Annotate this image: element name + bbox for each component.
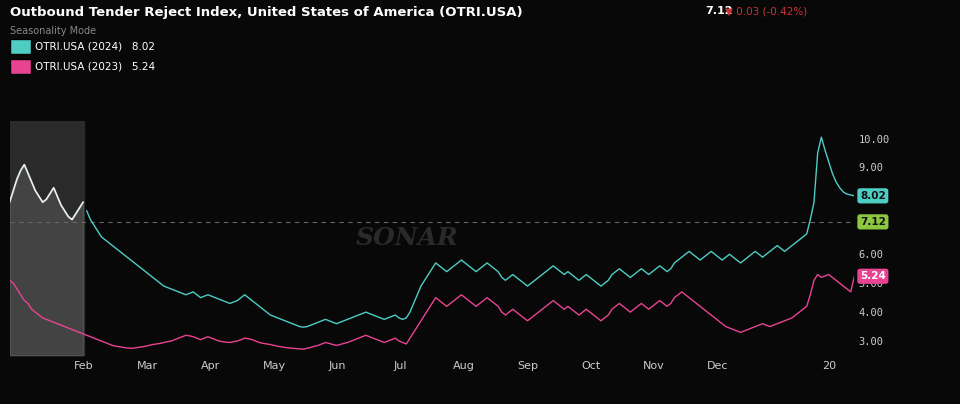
Bar	[10, 121, 84, 356]
Text: Seasonality Mode: Seasonality Mode	[10, 26, 96, 36]
Text: 8.02: 8.02	[860, 191, 886, 201]
Text: SONAR: SONAR	[355, 226, 458, 250]
Text: 7.12: 7.12	[706, 6, 733, 16]
Text: ▼ 0.03 (-0.42%): ▼ 0.03 (-0.42%)	[725, 6, 807, 16]
Text: 7.12: 7.12	[860, 217, 886, 227]
Text: Outbound Tender Reject Index, United States of America (OTRI.USA): Outbound Tender Reject Index, United Sta…	[10, 6, 522, 19]
Text: 5.24: 5.24	[860, 271, 886, 281]
Text: OTRI.USA (2023)   5.24: OTRI.USA (2023) 5.24	[35, 62, 155, 72]
Text: OTRI.USA (2024)   8.02: OTRI.USA (2024) 8.02	[35, 42, 155, 51]
